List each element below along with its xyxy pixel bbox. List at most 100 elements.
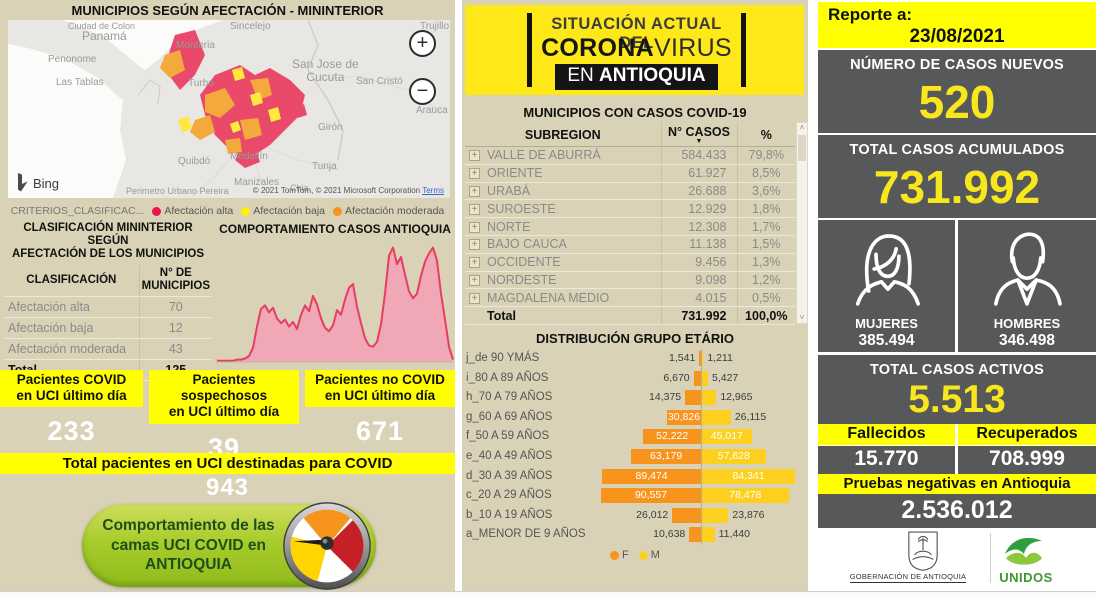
header-line2: CORONAVIRUS <box>541 34 732 62</box>
bar-male[interactable] <box>702 527 715 543</box>
classification-row[interactable]: Afectación moderada 43 <box>4 338 212 361</box>
bar-male[interactable]: 84,341 <box>702 468 796 484</box>
scroll-up-icon[interactable]: ˄ <box>799 123 805 132</box>
recovered-value: 708.999 <box>958 446 1096 474</box>
bar-value-label: 14,375 <box>649 391 682 404</box>
bar-female[interactable] <box>685 390 701 406</box>
expand-plus-icon[interactable]: + <box>469 185 480 197</box>
new-cases-label: NÚMERO DE CASOS NUEVOS <box>850 57 1064 73</box>
subregion-row[interactable]: + NORTE 12.308 1,7% <box>465 217 795 236</box>
legend-item-moderada[interactable]: Afectación moderada <box>333 205 444 217</box>
zoom-in-button[interactable]: + <box>409 30 436 57</box>
bar-male[interactable] <box>702 351 704 366</box>
expand-plus-icon[interactable]: + <box>469 203 480 215</box>
cases-header[interactable]: N° CASOS ▼ <box>660 122 737 147</box>
scrollbar-thumb[interactable] <box>798 135 806 161</box>
uci-cards: Pacientes COVID en UCI último día 233 Pa… <box>0 370 455 463</box>
bar-female[interactable]: 63,179 <box>631 449 701 464</box>
table-scrollbar[interactable]: ˄ ˅ <box>796 122 808 324</box>
classification-row[interactable]: Afectación alta 70 <box>4 296 212 319</box>
classification-col-header[interactable]: CLASIFICACIÓN <box>4 264 140 298</box>
pyramid-row: g_60 A 69 AÑOS 26,115 30,826 <box>464 408 808 427</box>
legend-item-alta[interactable]: Afectación alta <box>152 205 233 217</box>
map-place-label: Turbo <box>188 78 214 89</box>
bar-male[interactable] <box>702 507 729 523</box>
map-place-label: Trujillo <box>420 21 450 32</box>
bar-female[interactable] <box>699 351 701 366</box>
cases-trend-chart[interactable] <box>216 238 454 364</box>
age-pyramid-chart[interactable]: j_de 90 YMÁS 1,541 1,211 i_80 A 89 AÑOS 6,67… <box>464 349 808 547</box>
bar-female[interactable]: 30,826 <box>666 409 701 425</box>
bar-male[interactable] <box>702 409 731 425</box>
zoom-out-button[interactable]: − <box>409 78 436 105</box>
bar-female[interactable] <box>689 527 701 543</box>
age-group-label: d_30 A 39 AÑOS <box>466 469 553 482</box>
sort-descending-icon[interactable]: ▼ <box>695 138 703 145</box>
expand-plus-icon[interactable]: + <box>469 239 480 251</box>
f-dot-icon <box>610 550 620 560</box>
age-group-label: g_60 A 69 AÑOS <box>466 410 553 423</box>
expand-plus-icon[interactable]: + <box>469 274 480 286</box>
classification-row[interactable]: Afectación baja 12 <box>4 317 212 340</box>
bar-male[interactable]: 57,628 <box>702 449 766 464</box>
bar-female[interactable]: 90,557 <box>601 488 701 504</box>
classification-table-body: Afectación alta 70 Afectación baja 12 Afecta… <box>4 296 212 361</box>
bottom-strip <box>0 591 1096 598</box>
header-line3: EN ANTIOQUIA <box>532 64 741 90</box>
bar-female[interactable]: 52,222 <box>643 429 701 445</box>
header-left-bar <box>527 13 532 87</box>
subregion-row[interactable]: + NORDESTE 9.098 1,2% <box>465 271 795 290</box>
bar-value-label: 26,115 <box>734 410 767 423</box>
age-group-label: b_10 A 19 AÑOS <box>466 508 553 521</box>
legend-item-f[interactable]: F <box>610 549 629 561</box>
active-value: 5.513 <box>908 378 1006 421</box>
percent-header[interactable]: % <box>736 122 795 147</box>
yellow-dot-icon <box>241 206 251 216</box>
expand-plus-icon[interactable]: + <box>469 168 480 180</box>
unidos-label: UNIDOS <box>999 570 1053 585</box>
expand-plus-icon[interactable]: + <box>469 257 480 269</box>
subregion-row[interactable]: + BAJO CAUCA 11.138 1,5% <box>465 235 795 254</box>
affectation-map[interactable]: Ciudad de Colon Panamá Penonome Las Tablas S… <box>8 20 450 198</box>
municipios-col-header[interactable]: N° DE MUNICIPIOS <box>138 264 212 298</box>
subregion-row[interactable]: + MAGDALENA MEDIO 4.015 0,5% <box>465 288 795 308</box>
women-value: 385.494 <box>858 332 915 349</box>
expand-plus-icon[interactable]: + <box>469 221 480 233</box>
bar-female[interactable] <box>672 507 701 523</box>
subregion-row[interactable]: + SUROESTE 12.929 1,8% <box>465 199 795 219</box>
deaths-value: 15.770 <box>818 446 955 474</box>
uci-beds-button[interactable]: Comportamiento de las camas UCI COVID en… <box>82 501 376 590</box>
subregion-row[interactable]: + VALLE DE ABURRÁ 584.433 79,8% <box>465 146 795 165</box>
bar-value-label: 1,211 <box>707 352 733 364</box>
bar-female[interactable]: 89,474 <box>602 468 701 484</box>
pyramid-row: i_80 A 89 AÑOS 6,670 5,427 <box>464 369 808 388</box>
report-date: 23/08/2021 <box>909 26 1005 47</box>
bar-value-label: 10,638 <box>653 528 686 541</box>
map-legend: CRITERIOS_CLASIFICAC... Afectación alta … <box>0 205 455 217</box>
map-attribution: © 2021 TomTom, © 2021 Microsoft Corporat… <box>252 186 444 195</box>
orange-dot-icon <box>333 206 343 216</box>
subregion-row[interactable]: + ORIENTE 61.927 8,5% <box>465 164 795 183</box>
men-value: 346.498 <box>998 332 1056 349</box>
subregion-header[interactable]: SUBREGION <box>465 122 661 147</box>
age-distribution-title: DISTRIBUCIÓN GRUPO ETÁRIO <box>536 331 734 346</box>
recovered-label: Recuperados <box>958 424 1096 445</box>
bar-male[interactable] <box>702 370 708 386</box>
subregion-row[interactable]: + OCCIDENTE 9.456 1,3% <box>465 253 795 272</box>
scroll-down-icon[interactable]: ˅ <box>799 313 805 322</box>
legend-item-baja[interactable]: Afectación baja <box>241 205 325 217</box>
map-terms-link[interactable]: Terms <box>422 186 444 195</box>
classification-title: CLASIFICACIÓN MININTERIOR SEGÚN AFECTACI… <box>11 222 205 261</box>
legend-item-m[interactable]: M <box>638 549 660 561</box>
bar-male[interactable]: 78,478 <box>702 488 789 504</box>
bar-female[interactable] <box>693 370 701 386</box>
right-panel: Reporte a: 23/08/2021 NÚMERO DE CASOS NU… <box>818 0 1096 598</box>
expand-plus-icon[interactable]: + <box>469 292 480 304</box>
bar-male[interactable]: 45,017 <box>702 429 752 445</box>
map-title: MUNICIPIOS SEGÚN AFECTACIÓN - MININTERIO… <box>71 3 384 18</box>
map-place-label: Ciudad de Colon <box>68 21 136 31</box>
pyramid-row: c_20 A 29 AÑOS 90,557 78,478 <box>464 486 808 505</box>
subregion-row[interactable]: + URABÁ 26.688 3,6% <box>465 182 795 201</box>
bar-male[interactable] <box>702 390 717 406</box>
expand-plus-icon[interactable]: + <box>469 150 480 162</box>
